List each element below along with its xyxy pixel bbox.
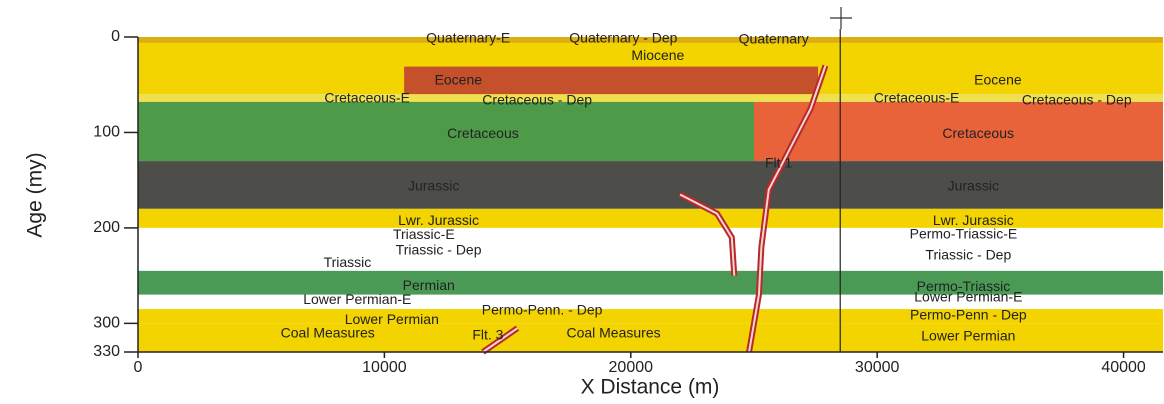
layer-label: Miocene [631, 47, 684, 63]
x-tick-label: 40000 [1101, 359, 1146, 376]
layer-label: Eocene [435, 72, 483, 88]
cursor-cross [830, 7, 852, 29]
layer-band [138, 94, 1163, 102]
layer-label: Lwr. Jurassic [398, 212, 479, 228]
layer-label: Cretaceous [942, 125, 1014, 141]
x-tick-label: 0 [134, 359, 143, 376]
layer-label: Coal Measures [281, 325, 375, 341]
layer-band [404, 66, 819, 95]
layer-band [138, 37, 1163, 43]
layer-label: Triassic [324, 254, 372, 270]
layer-label: Cretaceous-E [324, 90, 410, 106]
x-tick-label: 30000 [855, 359, 900, 376]
y-axis-label: Age (my) [24, 152, 47, 237]
fault-core [748, 65, 827, 353]
layer-label: Flt 1 [765, 155, 792, 171]
layer-label: Coal Measures [566, 325, 660, 341]
layer-label: Permo-Triassic-E [910, 225, 1018, 241]
layer-label: Permo-Triassic [917, 278, 1011, 294]
layer-band [138, 161, 1163, 209]
y-tick-label: 200 [93, 219, 120, 236]
layer-label: Cretaceous - Dep [482, 92, 592, 108]
layer-label: Permo-Penn. - Dep [482, 302, 603, 318]
plot-area [138, 29, 1163, 355]
layer-label: Permian [403, 277, 455, 293]
layer-band [138, 101, 754, 162]
fault-core [482, 327, 519, 353]
layer-label: Cretaceous - Dep [1022, 92, 1132, 108]
y-tick-label: 0 [111, 28, 120, 45]
layer-label: Permo-Penn - Dep [910, 306, 1027, 322]
x-tick-label: 10000 [362, 359, 407, 376]
layer-band [138, 227, 1163, 271]
y-tick-label: 300 [93, 315, 120, 332]
layer-label: Triassic-E [393, 226, 455, 242]
layer-label: Lower Permian-E [303, 291, 411, 307]
layer-label: Quaternary [739, 31, 809, 47]
layer-label: Lower Permian-E [914, 288, 1022, 304]
layer-label: Lwr. Jurassic [933, 212, 1014, 228]
layer-band [753, 101, 1163, 162]
layer-label: Cretaceous [447, 125, 519, 141]
layer-label: Jurassic [408, 178, 459, 194]
fault-core [679, 193, 736, 276]
layer-label: Eocene [974, 72, 1022, 88]
layer-label: Quaternary - Dep [569, 30, 677, 46]
x-tick-label: 20000 [609, 359, 654, 376]
y-tick-label: 100 [93, 124, 120, 141]
layer-band [138, 323, 1163, 352]
layer-label: Quaternary-E [426, 30, 510, 46]
layer-label: Triassic - Dep [396, 242, 482, 258]
layer-band [138, 270, 1163, 295]
layer-label: Flt. 3 [472, 326, 503, 342]
layer-band [138, 208, 1163, 228]
y-tick-label: 330 [93, 343, 120, 360]
layer-label: Lower Permian [345, 311, 439, 327]
layer-band [138, 309, 1163, 324]
layer-band [138, 294, 1163, 310]
layer-label: Jurassic [948, 178, 999, 194]
layer-label: Lower Permian [921, 327, 1015, 343]
layer-label: Triassic - Dep [925, 246, 1011, 262]
x-axis-label: X Distance (m) [581, 376, 720, 399]
layer-label: Cretaceous-E [874, 90, 960, 106]
